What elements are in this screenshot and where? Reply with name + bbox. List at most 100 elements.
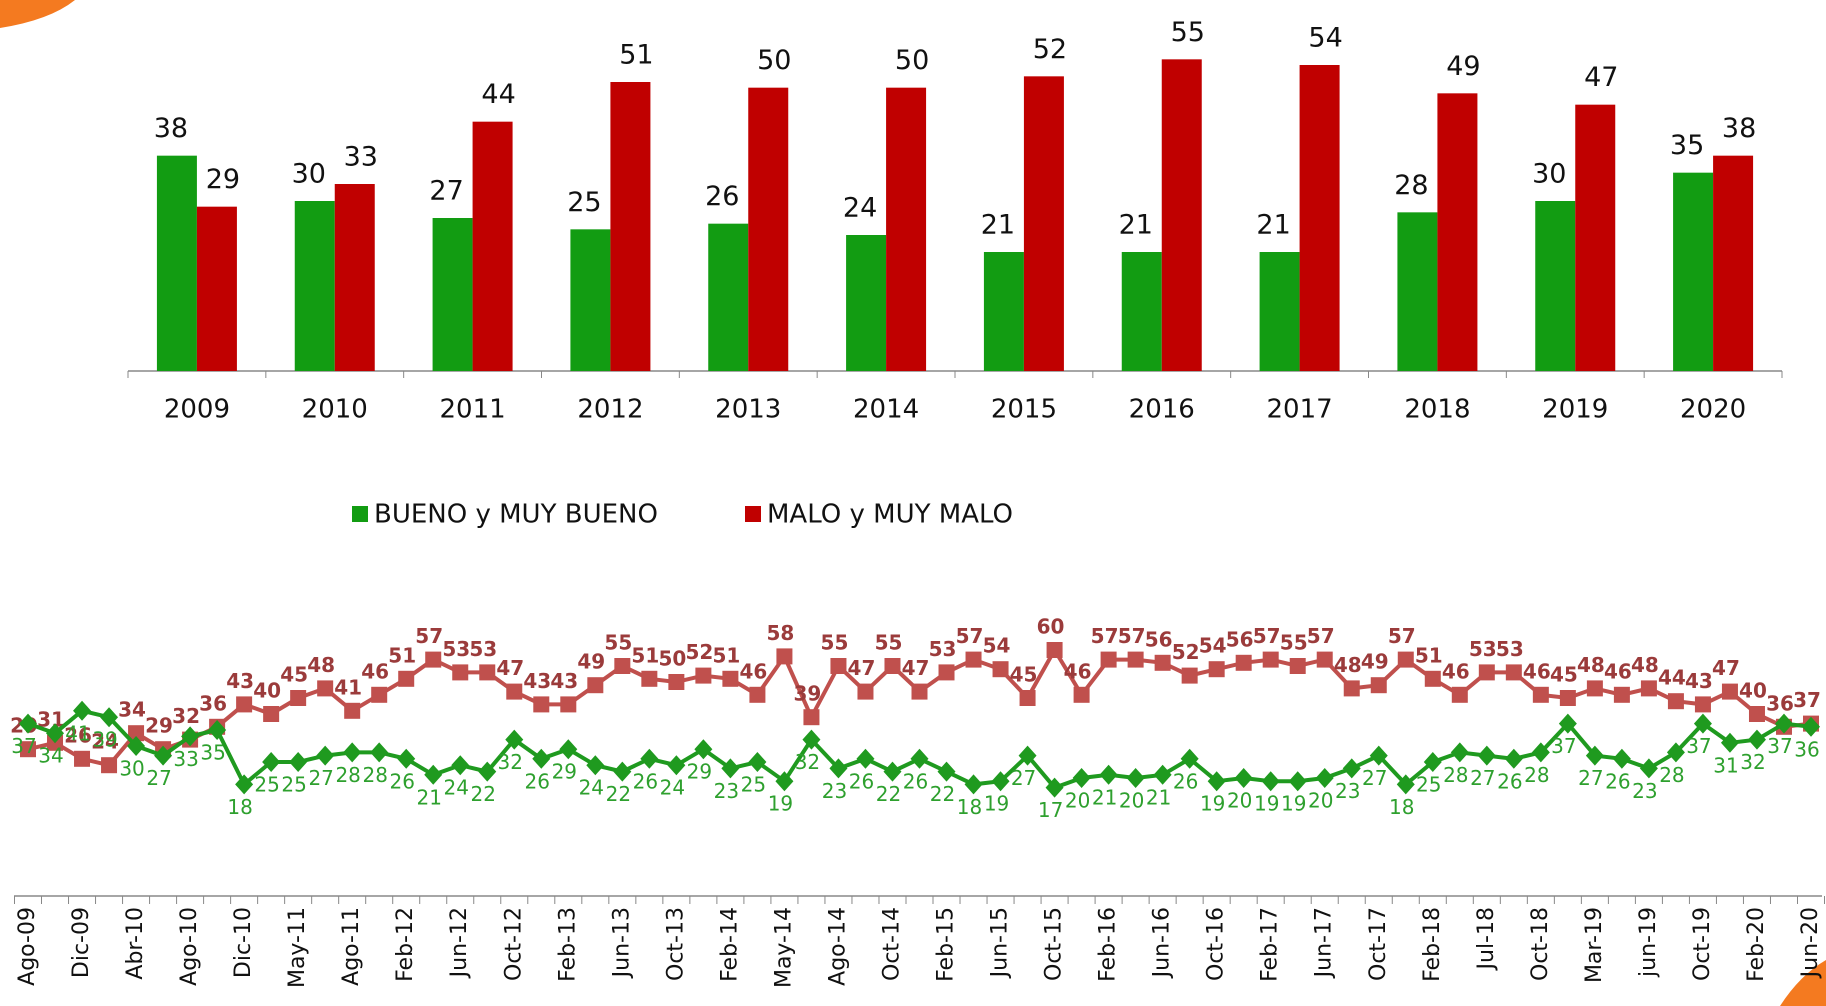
data-label: 43 (1685, 669, 1713, 693)
bar (1673, 172, 1714, 371)
marker (559, 739, 578, 760)
marker (803, 709, 820, 726)
x-tick-label: Jun-15 (988, 907, 1013, 979)
x-tick-label: 2012 (577, 395, 643, 425)
data-label: 21 (981, 210, 1015, 241)
marker (1046, 642, 1063, 658)
data-label: 25 (281, 773, 306, 797)
marker (1207, 771, 1226, 792)
data-label: 55 (1171, 17, 1205, 48)
marker (1208, 661, 1225, 678)
data-label: 19 (1254, 792, 1279, 816)
data-label: 29 (552, 760, 577, 784)
data-label: 44 (1658, 666, 1686, 690)
marker (964, 774, 983, 795)
x-tick-label: Jun-16 (1150, 907, 1175, 979)
data-label: 18 (227, 795, 252, 819)
x-tick-label: 2014 (853, 395, 919, 425)
marker (694, 739, 713, 760)
data-label: 51 (619, 40, 653, 71)
data-label: 26 (1173, 769, 1198, 793)
data-label: 23 (1335, 779, 1360, 803)
marker (1747, 729, 1766, 750)
x-tick-label: 2009 (164, 395, 230, 425)
data-label: 37 (1686, 734, 1711, 758)
data-label: 27 (1011, 766, 1036, 790)
data-label: 52 (1172, 640, 1200, 664)
data-label: 27 (308, 766, 333, 790)
data-label: 37 (1767, 734, 1792, 758)
marker (1234, 768, 1253, 788)
data-label: 32 (498, 750, 523, 774)
data-label: 27 (1362, 766, 1387, 790)
bar (1535, 201, 1576, 371)
marker (1802, 716, 1820, 737)
marker (911, 683, 928, 700)
data-label: 26 (389, 769, 414, 793)
marker (1153, 764, 1172, 785)
marker (1586, 680, 1603, 697)
data-label: 55 (821, 631, 849, 655)
data-label: 48 (1577, 653, 1605, 677)
x-tick-label: jun-19 (1636, 907, 1661, 978)
data-label: 26 (705, 181, 739, 212)
marker (1316, 651, 1333, 668)
x-tick-label: Abr-10 (123, 907, 148, 980)
x-tick-label: Oct-17 (1366, 907, 1391, 981)
data-label: 53 (469, 637, 497, 661)
marker (451, 755, 470, 776)
data-label: 28 (1524, 763, 1549, 787)
marker (1154, 654, 1171, 671)
marker (721, 758, 740, 779)
x-tick-label: Oct-13 (663, 907, 688, 981)
x-tick-label: Feb-20 (1744, 907, 1769, 982)
data-label: 46 (1442, 659, 1470, 683)
marker (830, 658, 847, 674)
x-tick-label: Feb-18 (1420, 907, 1445, 982)
marker (695, 667, 712, 684)
data-label: 47 (848, 656, 876, 680)
x-tick-label: Jun-13 (609, 907, 634, 979)
data-label: 45 (1550, 663, 1578, 687)
marker (749, 686, 766, 703)
x-tick-label: 2015 (991, 395, 1057, 425)
data-label: 26 (633, 769, 658, 793)
data-label: 30 (119, 757, 144, 781)
x-tick-label: Jun-12 (447, 907, 472, 979)
data-label: 35 (200, 741, 225, 765)
data-label: 27 (1470, 766, 1495, 790)
data-label: 60 (1037, 615, 1065, 639)
data-label: 37 (1551, 734, 1576, 758)
x-tick-label: Feb-12 (393, 907, 418, 982)
marker (937, 761, 956, 782)
marker (1531, 742, 1550, 763)
bar (708, 223, 749, 371)
data-label: 23 (822, 779, 847, 803)
data-label: 51 (631, 643, 659, 667)
marker (1018, 745, 1037, 766)
bar (432, 218, 473, 371)
marker (856, 748, 875, 769)
bar (846, 235, 887, 371)
data-label: 24 (444, 776, 469, 800)
data-label: 51 (1415, 643, 1443, 667)
bar (1121, 252, 1162, 371)
data-label: 31 (1713, 753, 1738, 777)
legend-label: MALO y MUY MALO (767, 500, 1013, 530)
data-label: 49 (577, 650, 605, 674)
x-tick-label: 2020 (1680, 395, 1746, 425)
marker (1666, 742, 1685, 763)
marker (370, 742, 389, 763)
data-label: 57 (1388, 624, 1416, 648)
marker (424, 764, 443, 785)
bar (1259, 252, 1300, 371)
x-tick-label: May-14 (771, 907, 796, 988)
marker (992, 661, 1009, 678)
marker (46, 723, 65, 744)
marker (1099, 764, 1118, 785)
bar (1575, 104, 1616, 372)
data-label: 43 (550, 669, 578, 693)
marker (1288, 771, 1307, 792)
x-tick-label: Dic-09 (69, 907, 94, 978)
marker (506, 683, 523, 700)
